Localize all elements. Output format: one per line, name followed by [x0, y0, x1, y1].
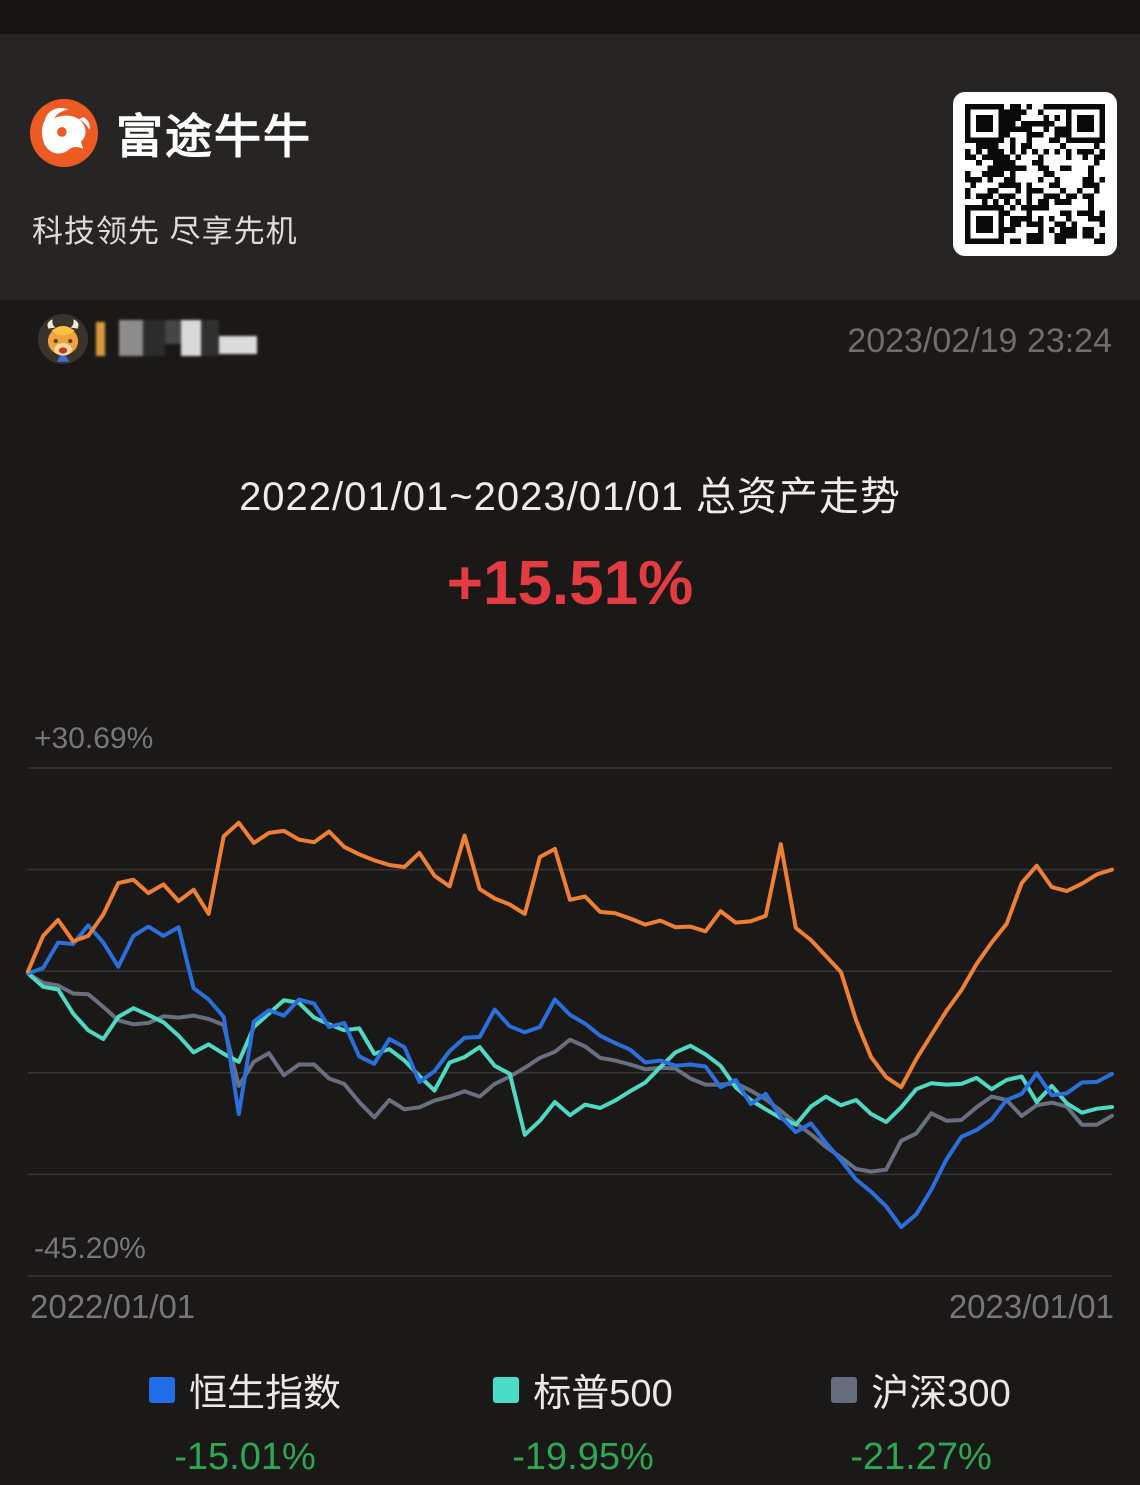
spx-swatch-icon	[493, 1376, 520, 1403]
qr-code	[953, 92, 1117, 256]
legend-label: 标普500	[533, 1373, 673, 1415]
csi-swatch-icon	[831, 1376, 858, 1403]
brand-tagline: 科技领先 尽享先机	[32, 214, 298, 249]
y-axis-max-label: +30.69%	[34, 722, 154, 755]
chart-title: 2022/01/01~2023/01/01 总资产走势	[239, 475, 901, 519]
hsi-return-value: -15.01%	[174, 1436, 316, 1478]
user-row: 2023/02/19 23:24	[0, 314, 1140, 366]
legend-item-spx: 标普500	[418, 1362, 748, 1417]
csi-return-value: -21.27%	[850, 1436, 992, 1478]
legend-item-hsi: 恒生指数	[80, 1362, 410, 1417]
share-timestamp: 2023/02/19 23:24	[847, 322, 1112, 360]
hsi-swatch-icon	[148, 1376, 175, 1403]
legend-label: 沪深300	[871, 1373, 1011, 1415]
legend-label: 恒生指数	[188, 1373, 341, 1415]
user-avatar-bull-icon	[38, 314, 88, 364]
futu-bull-logo-icon	[30, 98, 98, 167]
qr-code-modules	[965, 104, 1105, 244]
spx-return-value: -19.95%	[512, 1436, 654, 1478]
y-axis-min-label: -45.20%	[34, 1232, 146, 1265]
status-bar-strip	[0, 0, 1140, 34]
x-axis-end-label: 2023/01/01	[948, 1288, 1114, 1325]
asset-chart	[26, 767, 1114, 1277]
brand-header: 富途牛牛 科技领先 尽享先机	[0, 34, 1140, 300]
legend-item-csi: 沪深300	[756, 1362, 1086, 1417]
total-return-value: +15.51%	[446, 549, 694, 618]
x-axis-start-label: 2022/01/01	[30, 1288, 196, 1325]
brand-name: 富途牛牛	[116, 110, 312, 163]
blurred-username	[96, 320, 257, 358]
share-card-body: 2023/02/19 23:24 2022/01/01~2023/01/01 总…	[0, 300, 1140, 1485]
